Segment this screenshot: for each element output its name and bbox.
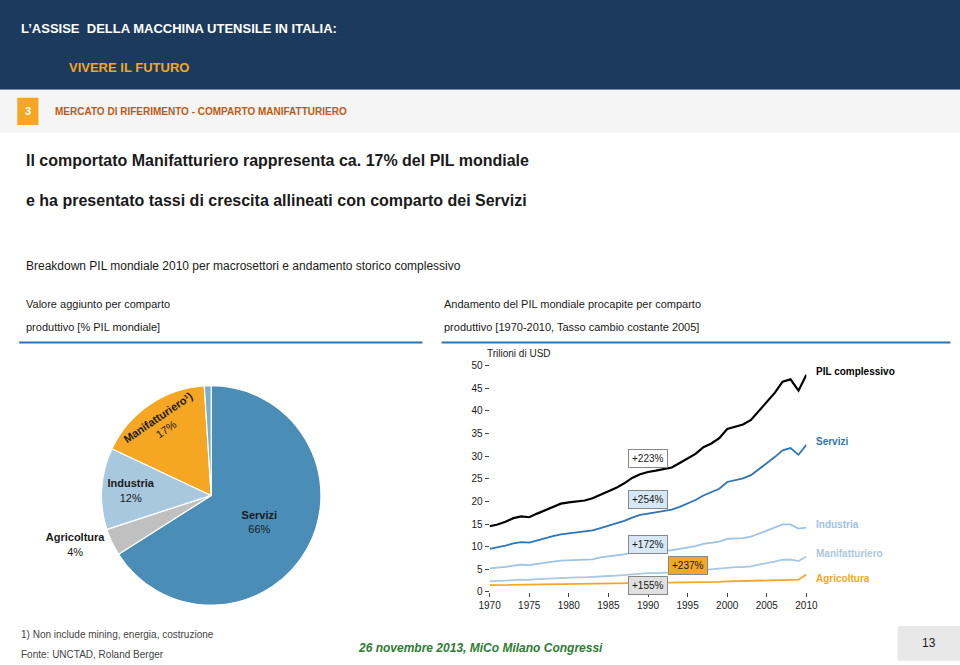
svg-text:e ha presentato tassi di cresc: e ha presentato tassi di crescita alline… [26, 192, 527, 209]
svg-text:VIVERE IL FUTURO: VIVERE IL FUTURO [69, 60, 189, 75]
svg-text:+172%: +172% [632, 539, 664, 550]
svg-text:2000: 2000 [716, 600, 739, 611]
svg-text:Valore aggiunto per comparto: Valore aggiunto per comparto [26, 298, 170, 310]
svg-text:1980: 1980 [558, 600, 581, 611]
svg-text:Industria12%: Industria12% [107, 477, 154, 503]
svg-text:Servizi66%: Servizi66% [242, 509, 277, 535]
svg-text:1) Non include mining, energia: 1) Non include mining, energia, costruzi… [21, 629, 214, 640]
svg-text:+254%: +254% [632, 494, 664, 505]
svg-text:1995: 1995 [676, 600, 699, 611]
svg-text:Trilioni di USD: Trilioni di USD [487, 348, 551, 359]
svg-text:0: 0 [477, 586, 483, 597]
svg-text:5: 5 [477, 564, 483, 575]
svg-text:+237%: +237% [672, 560, 704, 571]
svg-text:Breakdown PIL mondiale 2010 pe: Breakdown PIL mondiale 2010 per macroset… [26, 259, 461, 273]
svg-text:10: 10 [471, 541, 483, 552]
svg-text:2010: 2010 [795, 600, 818, 611]
svg-text:26 novembre 2013, MiCo Milano: 26 novembre 2013, MiCo Milano Congressi [358, 641, 603, 655]
svg-text:35: 35 [471, 428, 483, 439]
svg-text:produttivo [% PIL mondiale]: produttivo [% PIL mondiale] [26, 321, 160, 333]
svg-text:PIL complessivo: PIL complessivo [816, 366, 895, 377]
svg-text:13: 13 [922, 636, 936, 650]
svg-text:20: 20 [471, 496, 483, 507]
svg-text:Agricoltura4%: Agricoltura4% [46, 531, 106, 557]
svg-text:1985: 1985 [597, 600, 620, 611]
svg-text:25: 25 [471, 473, 483, 484]
svg-text:Manifatturiero: Manifatturiero [816, 548, 883, 559]
svg-text:Agricoltura: Agricoltura [816, 573, 870, 584]
svg-text:15: 15 [471, 519, 483, 530]
svg-text:Servizi: Servizi [816, 436, 848, 447]
svg-text:1990: 1990 [637, 600, 660, 611]
svg-text:L’ASSISE DELLA MACCHINA UTENS: L’ASSISE DELLA MACCHINA UTENSILE IN ITAL… [21, 21, 337, 36]
svg-text:Andamento del PIL mondiale pro: Andamento del PIL mondiale procapite per… [444, 298, 701, 310]
svg-text:Manifatturiero¹)17%: Manifatturiero¹)17% [121, 390, 203, 457]
svg-text:3: 3 [25, 105, 31, 117]
svg-text:Fonte: UNCTAD, Roland Berger: Fonte: UNCTAD, Roland Berger [21, 649, 164, 660]
svg-text:produttivo [1970-2010, Tasso c: produttivo [1970-2010, Tasso cambio cost… [444, 321, 699, 333]
svg-text:MERCATO DI RIFERIMENTO - COMPA: MERCATO DI RIFERIMENTO - COMPARTO MANIFA… [55, 106, 347, 117]
svg-text:+155%: +155% [632, 580, 664, 591]
svg-text:Industria: Industria [816, 519, 859, 530]
svg-text:50: 50 [471, 360, 483, 371]
svg-text:30: 30 [471, 451, 483, 462]
svg-text:40: 40 [471, 405, 483, 416]
svg-text:2005: 2005 [756, 600, 779, 611]
svg-text:1970: 1970 [478, 600, 501, 611]
svg-text:Il comportato Manifatturiero r: Il comportato Manifatturiero rappresenta… [26, 152, 529, 169]
svg-text:1975: 1975 [518, 600, 541, 611]
svg-text:+223%: +223% [632, 453, 664, 464]
svg-text:45: 45 [471, 383, 483, 394]
